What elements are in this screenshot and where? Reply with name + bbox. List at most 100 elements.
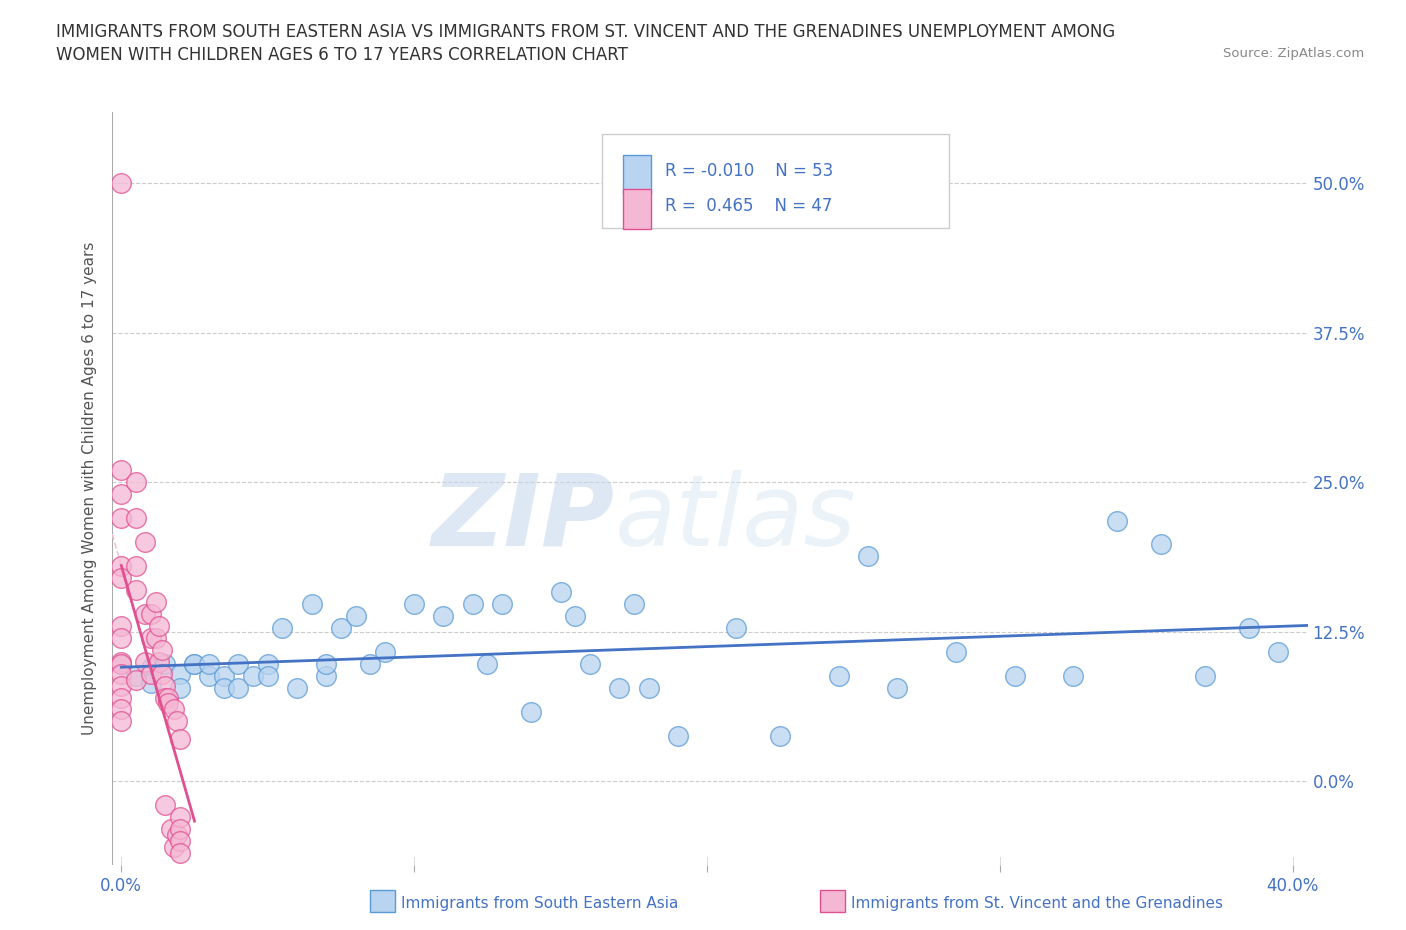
Text: WOMEN WITH CHILDREN AGES 6 TO 17 YEARS CORRELATION CHART: WOMEN WITH CHILDREN AGES 6 TO 17 YEARS C… — [56, 46, 628, 64]
Point — [125, 559, 148, 574]
Point — [134, 654, 156, 669]
Point — [139, 606, 162, 621]
Point — [212, 669, 235, 684]
Text: Source: ZipAtlas.com: Source: ZipAtlas.com — [1223, 46, 1364, 60]
Point — [432, 609, 454, 624]
Point — [153, 690, 177, 705]
Point — [125, 669, 148, 684]
FancyBboxPatch shape — [623, 190, 651, 229]
Point — [110, 176, 132, 191]
Point — [110, 559, 132, 574]
Point — [198, 669, 221, 684]
Point — [886, 681, 908, 696]
Point — [491, 597, 513, 612]
Point — [134, 606, 156, 621]
Point — [153, 678, 177, 693]
Point — [374, 644, 396, 659]
FancyBboxPatch shape — [623, 154, 651, 194]
Point — [256, 657, 278, 671]
Point — [110, 654, 132, 669]
Point — [477, 657, 499, 671]
Point — [564, 609, 586, 624]
Point — [110, 511, 132, 525]
Point — [169, 681, 191, 696]
Point — [145, 594, 167, 609]
Point — [110, 657, 132, 671]
Point — [1004, 669, 1026, 684]
Point — [945, 644, 967, 659]
Point — [150, 666, 173, 681]
Point — [110, 702, 132, 717]
Point — [329, 620, 352, 635]
Point — [315, 657, 337, 671]
Point — [148, 654, 170, 669]
Point — [163, 702, 186, 717]
Point — [228, 657, 250, 671]
Point — [110, 618, 132, 633]
Point — [110, 570, 132, 585]
Point — [520, 704, 543, 719]
Point — [725, 620, 748, 635]
Point — [1107, 513, 1129, 528]
Point — [163, 840, 186, 855]
Point — [166, 714, 188, 729]
Point — [315, 669, 337, 684]
Point — [769, 728, 792, 743]
Point — [579, 657, 602, 671]
Point — [110, 678, 132, 693]
Point — [1267, 644, 1289, 659]
Point — [228, 681, 250, 696]
Point — [160, 821, 183, 836]
Point — [169, 833, 191, 848]
Point — [1237, 620, 1260, 635]
Point — [125, 672, 148, 687]
Text: Immigrants from St. Vincent and the Grenadines: Immigrants from St. Vincent and the Gren… — [851, 896, 1223, 910]
Point — [858, 549, 880, 564]
Point — [150, 643, 173, 658]
Point — [198, 657, 221, 671]
Point — [256, 669, 278, 684]
Text: R =  0.465    N = 47: R = 0.465 N = 47 — [665, 196, 832, 215]
Point — [169, 810, 191, 825]
Point — [344, 609, 367, 624]
Point — [242, 669, 264, 684]
Point — [1194, 669, 1216, 684]
Point — [157, 690, 180, 705]
Text: ZIP: ZIP — [432, 470, 614, 567]
Point — [359, 657, 381, 671]
Point — [301, 597, 323, 612]
Point — [125, 475, 148, 490]
Point — [666, 728, 689, 743]
Point — [125, 582, 148, 597]
Point — [183, 657, 205, 671]
Point — [110, 657, 132, 671]
Point — [169, 845, 191, 860]
Point — [139, 666, 162, 681]
Point — [607, 681, 630, 696]
Point — [461, 597, 484, 612]
Point — [110, 631, 132, 645]
Text: R = -0.010    N = 53: R = -0.010 N = 53 — [665, 162, 832, 179]
Point — [1062, 669, 1084, 684]
Point — [623, 597, 645, 612]
Point — [110, 463, 132, 478]
Point — [550, 585, 572, 600]
Point — [183, 657, 205, 671]
Point — [145, 631, 167, 645]
Point — [637, 681, 659, 696]
Point — [169, 821, 191, 836]
Point — [139, 631, 162, 645]
Text: Immigrants from South Eastern Asia: Immigrants from South Eastern Asia — [401, 896, 678, 910]
FancyBboxPatch shape — [603, 134, 949, 229]
Point — [125, 511, 148, 525]
Point — [153, 657, 177, 671]
Point — [271, 620, 294, 635]
Point — [110, 714, 132, 729]
Point — [157, 696, 180, 711]
Point — [110, 666, 132, 681]
Point — [166, 828, 188, 843]
Point — [169, 732, 191, 747]
Point — [134, 535, 156, 550]
Text: IMMIGRANTS FROM SOUTH EASTERN ASIA VS IMMIGRANTS FROM ST. VINCENT AND THE GRENAD: IMMIGRANTS FROM SOUTH EASTERN ASIA VS IM… — [56, 23, 1115, 41]
Point — [1150, 537, 1173, 551]
